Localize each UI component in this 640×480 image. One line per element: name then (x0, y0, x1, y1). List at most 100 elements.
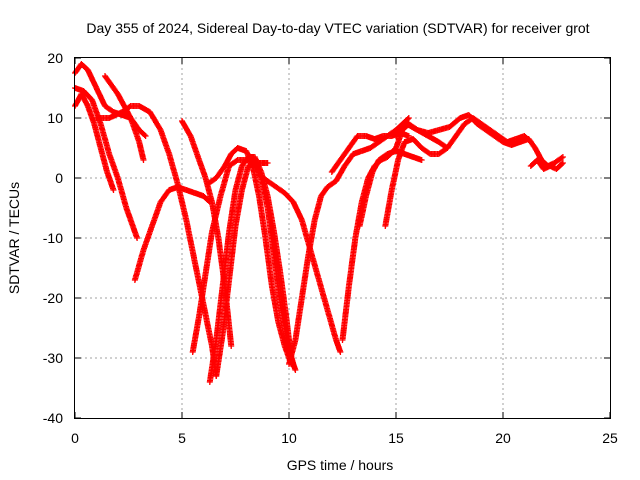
data-point (140, 157, 147, 163)
data-point-run (369, 158, 382, 175)
data-point-run (474, 121, 488, 133)
data-point-run (339, 284, 352, 343)
data-point-run (80, 88, 95, 102)
data-point-run (435, 145, 450, 157)
data-point-run (264, 205, 277, 258)
x-tick-label: 15 (388, 430, 404, 446)
data-point-run (226, 224, 239, 283)
data-points (72, 61, 566, 385)
data-point-run (97, 145, 110, 174)
data-point-run (213, 284, 226, 343)
data-point-run (465, 112, 480, 126)
data-point-run (311, 194, 324, 223)
data-point-run (238, 164, 251, 193)
data-point-run (204, 175, 218, 187)
y-tick-label: -10 (43, 230, 63, 246)
data-point-run (277, 301, 290, 342)
data-point-run (305, 218, 318, 259)
data-point-run (206, 338, 219, 385)
data-point-run (262, 235, 275, 288)
data-point (559, 154, 566, 160)
data-point-run (367, 139, 381, 151)
data-point-run (264, 178, 278, 190)
data-point-run (179, 118, 193, 138)
data-point-run (399, 116, 411, 127)
data-point-run (123, 205, 140, 240)
data-point-run (127, 115, 142, 144)
data-point-run (403, 121, 420, 133)
data-point-run (345, 134, 360, 151)
data-point-run (341, 152, 356, 169)
x-tick-label: 25 (602, 430, 618, 446)
data-point-run (328, 158, 343, 175)
data-point-run (491, 133, 505, 145)
y-axis-label: SDTVAR / TECUs (6, 182, 22, 294)
series-pass-s (527, 157, 566, 172)
x-tick-label: 0 (71, 430, 79, 446)
data-point-run (213, 164, 227, 181)
data-point-run (410, 136, 424, 150)
series-pass-e (102, 73, 147, 163)
data-point-run (232, 188, 245, 229)
data-point-run (286, 338, 298, 367)
data-point-run (292, 296, 305, 343)
data-point-run (114, 91, 133, 120)
data-point-run (84, 67, 99, 90)
data-point-run (102, 73, 120, 96)
data-point-run (97, 121, 112, 156)
data-point-run (213, 332, 226, 379)
data-point (264, 160, 271, 166)
series-pass-b (72, 85, 141, 241)
data-point-run (375, 151, 390, 163)
data-point-run (333, 164, 347, 184)
data-point-run (482, 127, 497, 139)
data-point-run (226, 157, 240, 169)
data-point-run (452, 122, 467, 139)
axes: 0 5 10 15 20 25 -40 -30 -20 -10 0 10 20 (43, 50, 618, 446)
data-point-run (243, 148, 255, 168)
data-point-run (324, 307, 339, 342)
data-point-run (102, 103, 116, 115)
data-point-run (157, 188, 172, 205)
data-point (559, 160, 566, 166)
data-point-run (131, 248, 147, 283)
series-pass-r (393, 112, 566, 169)
data-point-run (104, 169, 116, 192)
data-point-run (268, 283, 281, 324)
grid (75, 58, 610, 418)
data-point (110, 187, 117, 193)
data-point-run (553, 161, 565, 172)
data-point-run (183, 217, 198, 264)
data-point-run (532, 145, 544, 162)
data-point-run (187, 133, 202, 162)
data-point-run (446, 115, 463, 130)
y-tick-label: 0 (55, 170, 63, 186)
data-point-run (273, 184, 287, 196)
data-point-run (277, 271, 290, 324)
x-tick-label: 5 (178, 430, 186, 446)
data-point-run (196, 157, 208, 180)
x-tick-label: 10 (281, 430, 297, 446)
data-point-run (106, 109, 124, 121)
data-point (292, 367, 299, 373)
data-point-run (219, 230, 232, 289)
data-point-run (149, 200, 164, 229)
plot-frame (74, 57, 611, 419)
y-tick-label: -20 (43, 290, 63, 306)
data-point-run (444, 134, 459, 151)
data-point-run (337, 146, 352, 163)
series-pass-k (204, 145, 295, 367)
data-point (418, 157, 425, 163)
data-point (134, 235, 141, 241)
data-point-run (249, 163, 262, 198)
series-pass-f (131, 184, 213, 283)
data-point-run (551, 154, 565, 166)
data-point-run (382, 188, 395, 229)
data-point (337, 349, 344, 355)
data-point (405, 115, 412, 121)
data-point-run (84, 103, 97, 126)
series-pass-l (256, 172, 344, 355)
data-point-run (221, 152, 234, 169)
data-point-run (324, 178, 338, 190)
